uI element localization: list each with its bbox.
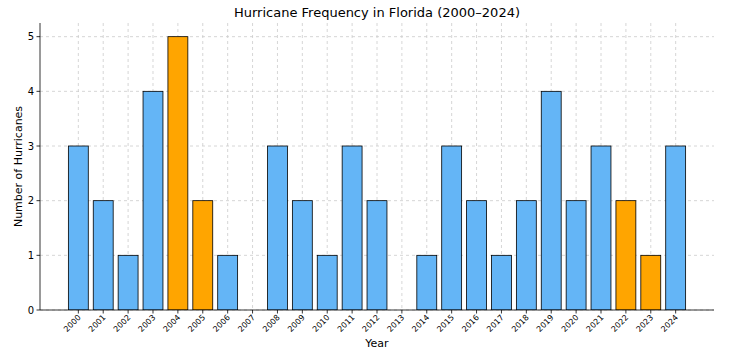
- x-tick-label: 2008: [261, 313, 282, 334]
- bar: [218, 255, 238, 310]
- x-tick-label: 2015: [435, 313, 456, 334]
- x-tick-label: 2018: [510, 313, 531, 334]
- x-tick-label: 2005: [186, 313, 207, 334]
- x-tick-label: 2001: [87, 313, 108, 334]
- bar: [367, 201, 387, 310]
- x-tick-label: 2019: [535, 313, 556, 334]
- x-tick: [103, 310, 104, 314]
- bar: [616, 201, 636, 310]
- bar: [68, 146, 88, 310]
- x-axis-label: Year: [364, 337, 389, 350]
- bar: [93, 201, 113, 310]
- bar: [193, 201, 213, 310]
- y-tick-label: 0: [28, 305, 34, 316]
- y-tick-label: 2: [28, 195, 34, 206]
- x-tick: [352, 310, 353, 314]
- x-tick: [426, 310, 427, 314]
- bar: [267, 146, 287, 310]
- x-tick-label: 2016: [460, 313, 481, 334]
- bar: [541, 91, 561, 310]
- x-tick: [401, 310, 402, 314]
- bar: [118, 255, 138, 310]
- x-tick: [277, 310, 278, 314]
- bar: [516, 201, 536, 310]
- x-tick-label: 2011: [336, 313, 357, 334]
- x-tick-label: 2000: [62, 313, 83, 334]
- x-tick: [177, 310, 178, 314]
- bar: [566, 201, 586, 310]
- y-tick: [37, 146, 41, 147]
- x-tick: [576, 310, 577, 314]
- bar: [417, 255, 437, 310]
- x-tick-label: 2017: [485, 313, 506, 334]
- x-tick: [252, 310, 253, 314]
- x-tick-label: 2020: [560, 313, 581, 334]
- x-tick: [625, 310, 626, 314]
- bar: [143, 91, 163, 310]
- y-tick: [37, 255, 41, 256]
- y-tick: [37, 200, 41, 201]
- x-tick: [78, 310, 79, 314]
- x-tick: [152, 310, 153, 314]
- bar: [168, 37, 188, 310]
- x-tick: [551, 310, 552, 314]
- x-tick-label: 2004: [162, 313, 183, 334]
- x-tick: [476, 310, 477, 314]
- x-tick: [377, 310, 378, 314]
- bars: [68, 37, 685, 310]
- x-tick: [128, 310, 129, 314]
- x-tick: [601, 310, 602, 314]
- x-tick: [526, 310, 527, 314]
- x-tick-label: 2009: [286, 313, 307, 334]
- title: Hurricane Frequency in Florida (2000–202…: [234, 5, 520, 20]
- y-tick-label: 3: [28, 141, 34, 152]
- bar: [666, 146, 686, 310]
- x-tick-label: 2006: [211, 313, 232, 334]
- y-tick: [37, 310, 41, 311]
- bar: [342, 146, 362, 310]
- y-tick-label: 1: [28, 250, 34, 261]
- x-tick: [227, 310, 228, 314]
- x-tick-label: 2003: [137, 313, 158, 334]
- bar: [591, 146, 611, 310]
- bar: [491, 255, 511, 310]
- x-tick-label: 2007: [236, 313, 257, 334]
- grid-line-x: [401, 23, 402, 310]
- x-tick: [327, 310, 328, 314]
- x-tick-label: 2002: [112, 313, 133, 334]
- x-tick: [650, 310, 651, 314]
- grid: [40, 23, 714, 310]
- x-tick-label: 2022: [610, 313, 631, 334]
- x-tick-label: 2023: [634, 313, 655, 334]
- y-tick-label: 4: [28, 86, 34, 97]
- chart: 0123452000200120022003200420052006200720…: [0, 0, 736, 355]
- y-tick: [37, 91, 41, 92]
- bar: [467, 201, 487, 310]
- bar: [641, 255, 661, 310]
- x-tick-label: 2013: [386, 313, 407, 334]
- y-tick-label: 5: [28, 31, 34, 42]
- bar: [317, 255, 337, 310]
- y-axis-line: [40, 23, 41, 310]
- y-axis-label: Number of Hurricanes: [12, 106, 25, 227]
- x-tick: [302, 310, 303, 314]
- x-tick: [675, 310, 676, 314]
- y-tick: [37, 36, 41, 37]
- x-tick-label: 2014: [410, 313, 431, 334]
- bar: [442, 146, 462, 310]
- grid-line-x: [252, 23, 253, 310]
- x-tick: [451, 310, 452, 314]
- x-tick: [501, 310, 502, 314]
- x-tick-label: 2024: [659, 313, 680, 334]
- x-tick-label: 2010: [311, 313, 332, 334]
- bar: [292, 201, 312, 310]
- x-tick: [202, 310, 203, 314]
- x-tick-label: 2021: [585, 313, 606, 334]
- axes: 0123452000200120022003200420052006200720…: [28, 23, 714, 334]
- x-tick-label: 2012: [361, 313, 382, 334]
